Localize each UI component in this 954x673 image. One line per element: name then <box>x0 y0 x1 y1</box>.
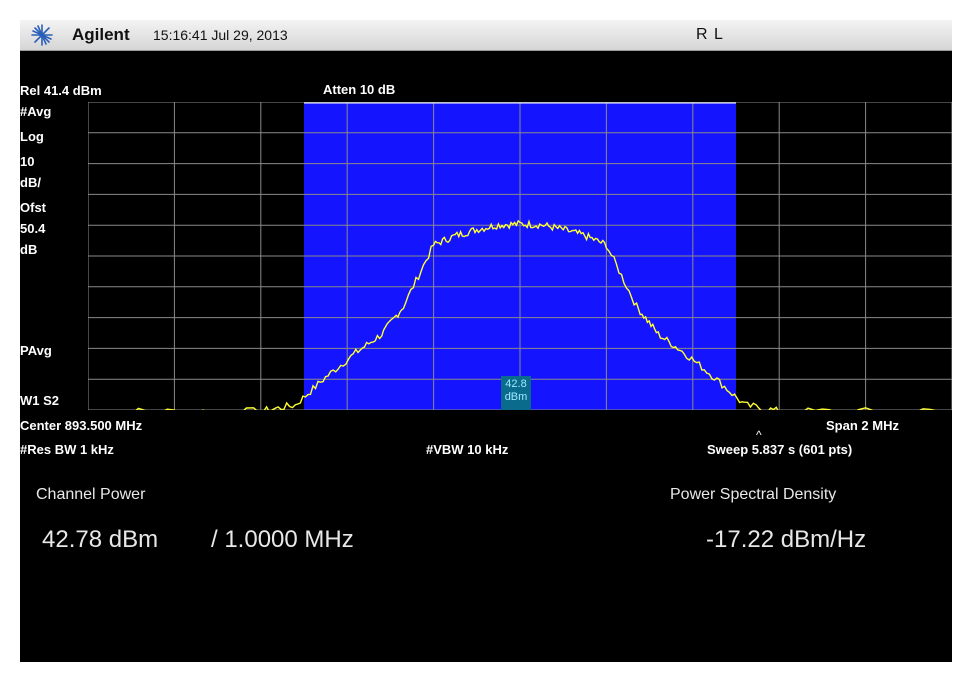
sweep-time: Sweep 5.837 s (601 pts) <box>707 442 853 457</box>
psd-label: Power Spectral Density <box>670 486 837 503</box>
scale-type: Log <box>20 129 44 144</box>
marker-readout: 42.8 dBm <box>501 376 531 410</box>
offset-value: 50.4 <box>20 221 46 236</box>
offset-unit: dB <box>20 242 38 257</box>
title-bar: Agilent 15:16:41 Jul 29, 2013 R L <box>20 20 952 51</box>
trace-indicator: W1 S2 <box>20 393 60 408</box>
analyzer-screen: Agilent 15:16:41 Jul 29, 2013 R L Rel 41… <box>20 20 952 662</box>
marker-caret-icon: ^ <box>756 428 762 442</box>
remote-local-indicator: R L <box>696 26 724 43</box>
spectrum-plot <box>88 102 952 410</box>
marker-unit: dBm <box>504 391 528 403</box>
avg-indicator: #Avg <box>20 104 52 119</box>
marker-value: 42.8 <box>505 378 527 390</box>
center-frequency: Center 893.500 MHz <box>20 418 143 433</box>
psd-value: -17.22 dBm/Hz <box>706 526 867 553</box>
agilent-spark-icon <box>31 24 53 46</box>
spectrum-trace <box>135 219 937 410</box>
video-bandwidth: #VBW 10 kHz <box>426 442 509 457</box>
date-time: 15:16:41 Jul 29, 2013 <box>153 27 288 43</box>
scale-unit: dB/ <box>20 175 41 190</box>
channel-power-label: Channel Power <box>36 486 146 503</box>
span-value: Span 2 MHz <box>826 418 899 433</box>
power-avg-indicator: PAvg <box>20 343 52 358</box>
scale-value: 10 <box>20 154 35 169</box>
atten-label: Atten 10 dB <box>323 82 396 97</box>
brand-name: Agilent <box>72 25 130 44</box>
offset-label: Ofst <box>20 200 46 215</box>
ref-level: Rel 41.4 dBm <box>20 83 102 98</box>
integration-bandwidth-value: / 1.0000 MHz <box>211 526 354 553</box>
resolution-bandwidth: #Res BW 1 kHz <box>20 442 114 457</box>
channel-power-value: 42.78 dBm <box>42 526 159 553</box>
